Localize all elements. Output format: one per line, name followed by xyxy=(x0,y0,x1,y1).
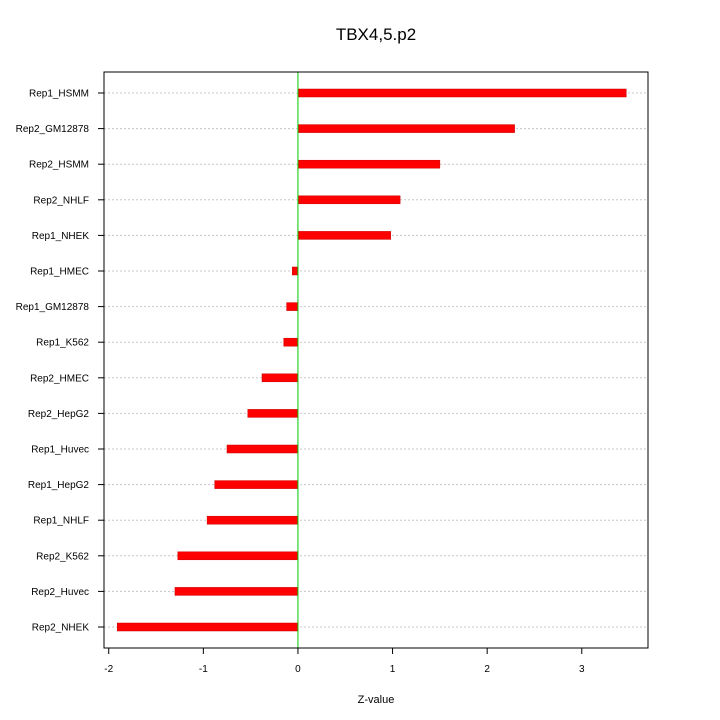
bar-Rep2_HSMM xyxy=(297,159,441,169)
category-label: Rep1_NHLF xyxy=(33,516,89,527)
x-tick-label: 0 xyxy=(295,664,301,675)
category-label: Rep2_Huvec xyxy=(31,587,89,598)
bar-Rep1_GM12878 xyxy=(286,302,299,311)
category-label: Rep1_HepG2 xyxy=(28,480,90,491)
bar-Rep2_NHEK xyxy=(116,622,299,632)
bar-Rep1_HepG2 xyxy=(214,480,299,489)
bar-Rep2_Huvec xyxy=(174,587,299,596)
category-label: Rep1_HSMM xyxy=(29,89,89,100)
category-label: Rep2_NHLF xyxy=(33,195,89,206)
category-label: Rep2_HepG2 xyxy=(28,409,90,420)
bar-Rep1_NHLF xyxy=(206,515,299,525)
bar-Rep1_Huvec xyxy=(226,444,299,454)
bars xyxy=(116,88,627,632)
category-label: Rep1_K562 xyxy=(36,338,89,349)
x-tick-label: -2 xyxy=(104,664,113,675)
category-label: Rep2_HMEC xyxy=(30,373,89,384)
x-tick-label: 1 xyxy=(390,664,396,675)
bar-Rep2_HepG2 xyxy=(247,409,299,418)
bar-Rep1_HSMM xyxy=(297,88,627,98)
category-label: Rep1_NHEK xyxy=(32,231,90,242)
x-tick-label: 2 xyxy=(484,664,490,675)
category-label: Rep1_HMEC xyxy=(30,267,89,278)
x-axis-title: Z-value xyxy=(358,694,395,706)
category-label: Rep2_GM12878 xyxy=(16,124,90,135)
category-label: Rep2_HSMM xyxy=(29,160,89,171)
bar-Rep1_HMEC xyxy=(292,266,299,276)
bar-Rep2_NHLF xyxy=(297,195,401,205)
bar-Rep2_HMEC xyxy=(261,373,299,383)
category-label: Rep2_K562 xyxy=(36,551,89,562)
bar-Rep1_K562 xyxy=(283,337,299,347)
category-label: Rep1_GM12878 xyxy=(16,302,90,313)
bar-Rep2_K562 xyxy=(177,551,299,561)
x-axis: -2 -1 0 1 2 3 xyxy=(104,648,585,675)
category-label: Rep1_Huvec xyxy=(31,445,89,456)
plot-frame xyxy=(103,71,649,649)
x-tick-label: 3 xyxy=(579,664,585,675)
chart-title: TBX4,5.p2 xyxy=(336,25,416,44)
grid-lines xyxy=(104,92,648,628)
category-labels: Rep1_HSMM Rep2_GM12878 Rep2_HSMM Rep2_NHLF R… xyxy=(16,89,104,634)
category-label: Rep2_NHEK xyxy=(32,623,90,634)
bar-Rep2_GM12878 xyxy=(297,124,515,133)
x-tick-label: -1 xyxy=(199,664,208,675)
bar-Rep1_NHEK xyxy=(297,231,391,240)
